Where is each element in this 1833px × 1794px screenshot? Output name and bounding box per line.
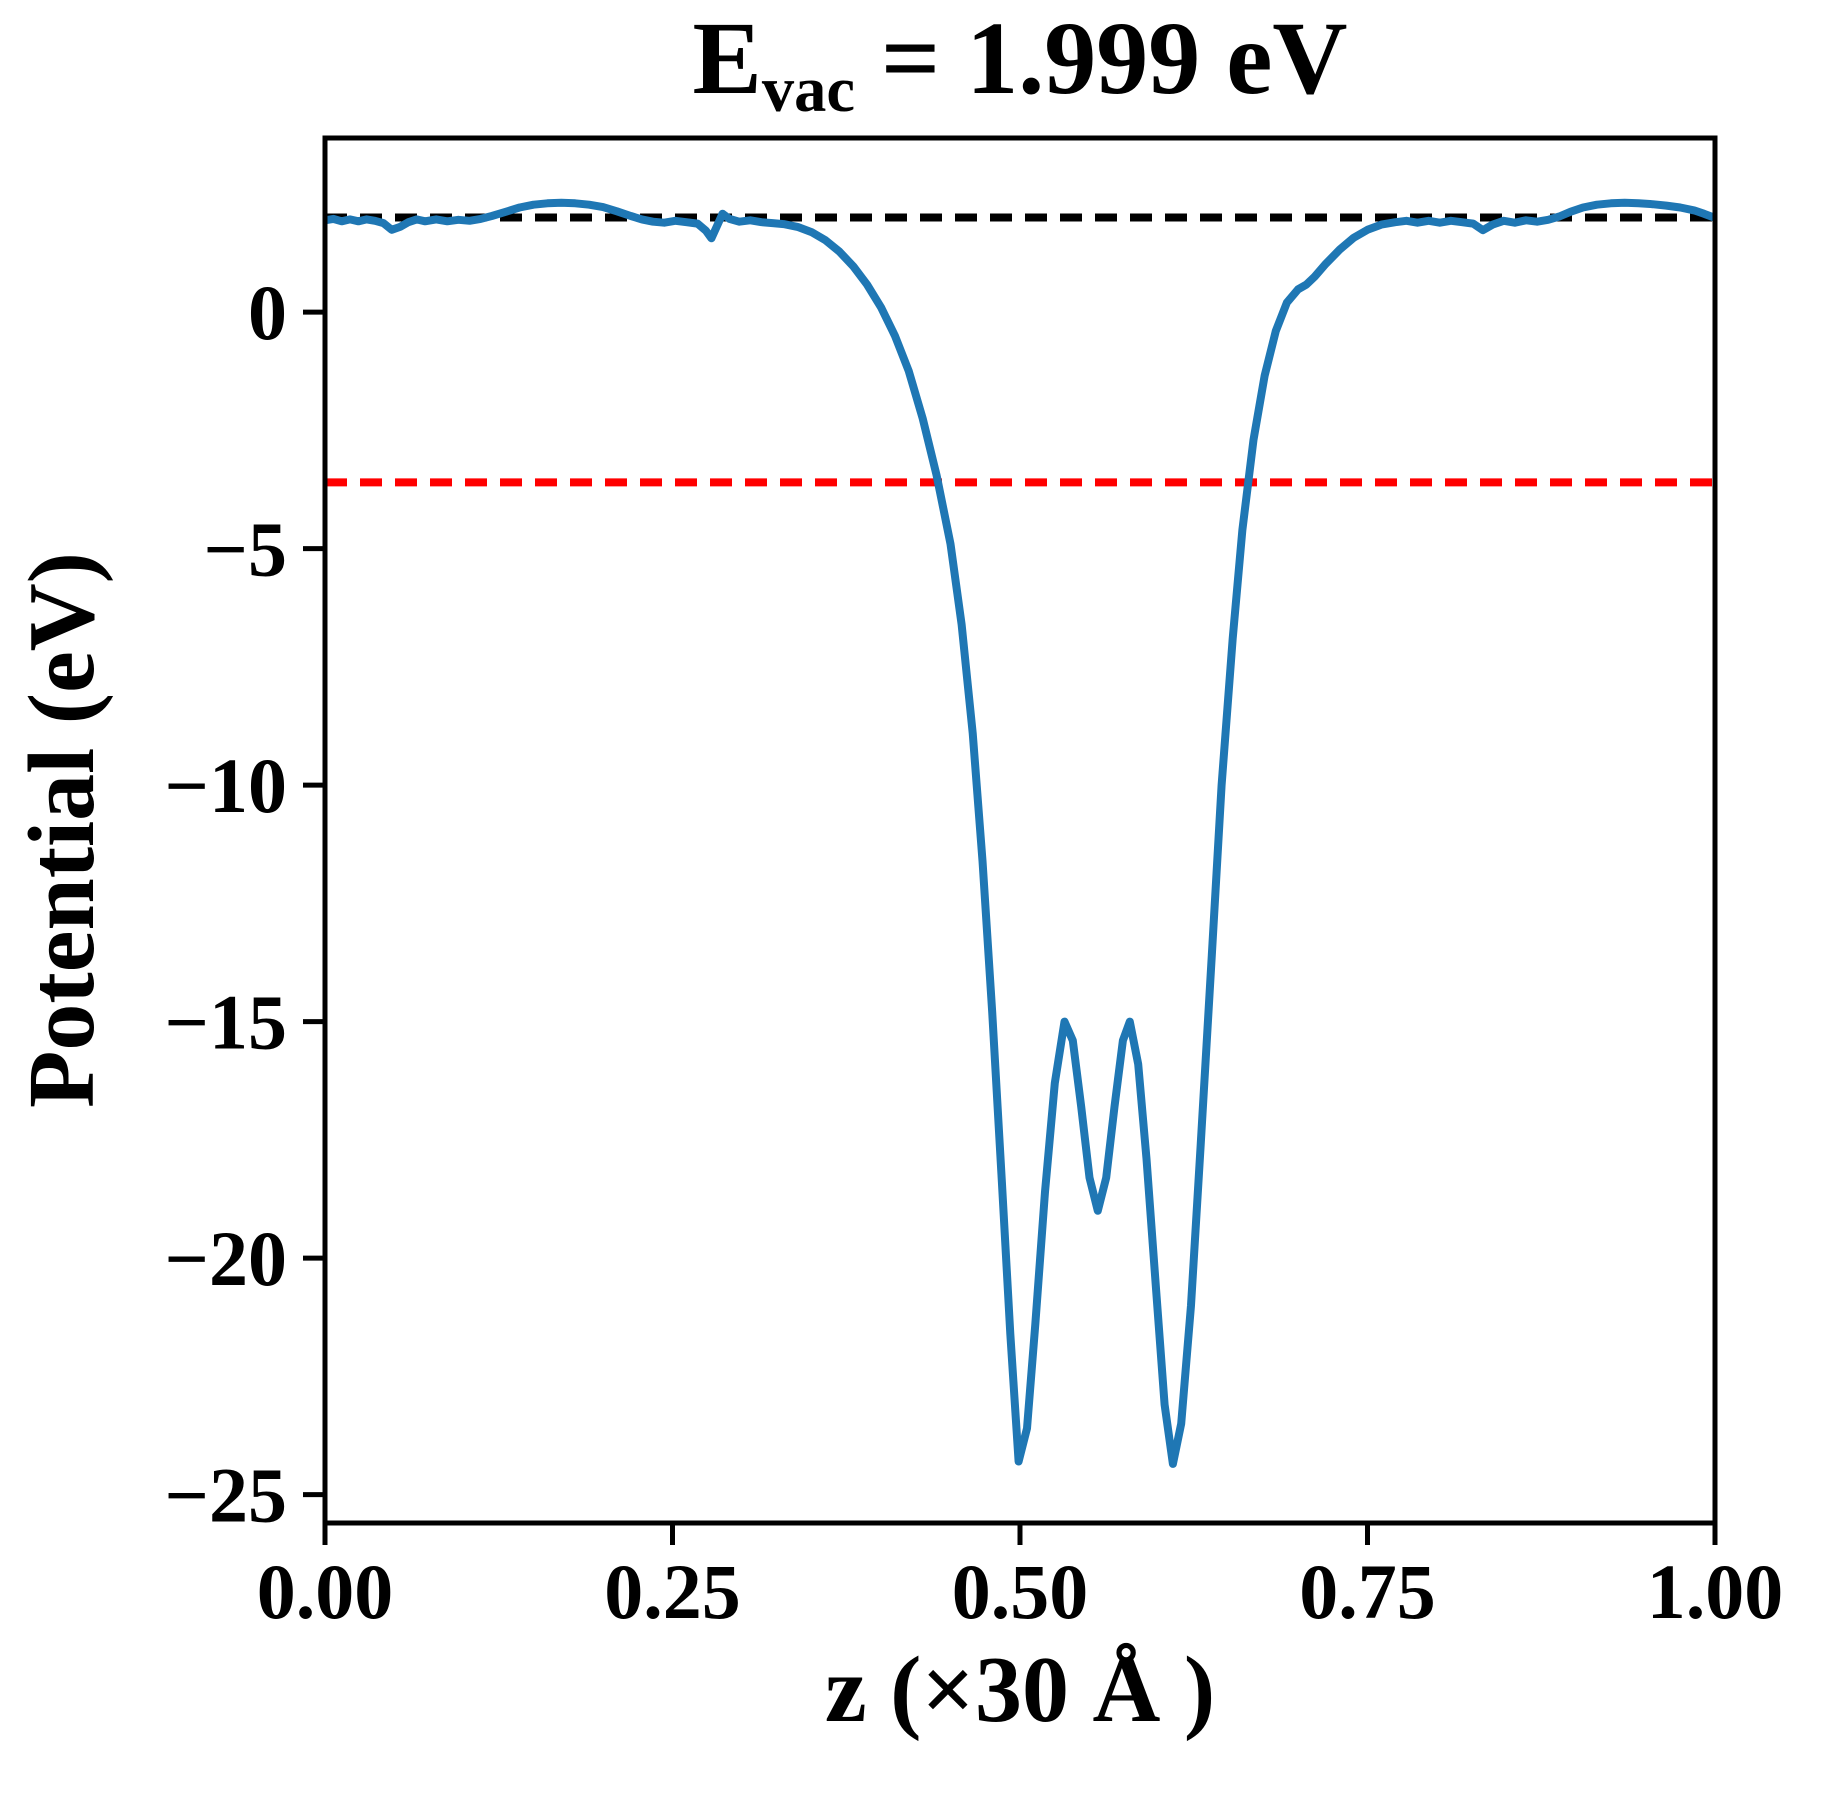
y-tick-label: −5 — [204, 506, 287, 593]
x-axis-label: z (×30 Å ) — [824, 1638, 1216, 1742]
x-tick-label: 0.25 — [604, 1548, 741, 1635]
x-tick-label: 0.50 — [952, 1548, 1089, 1635]
chart-title: Evac = 1.999 eV — [325, 1, 1715, 125]
y-tick-label: −10 — [165, 742, 287, 829]
axes-spines — [322, 135, 1718, 1526]
title-subscript: vac — [761, 54, 855, 126]
y-tick-label: −20 — [165, 1215, 287, 1302]
title-value: = 1.999 eV — [854, 1, 1348, 116]
planar-averaged-potential — [325, 198, 1715, 1468]
y-tick-label: −15 — [165, 979, 287, 1066]
title-symbol: E — [692, 1, 762, 116]
x-tick-label: 1.00 — [1647, 1548, 1784, 1635]
x-tick-label: 0.00 — [257, 1548, 394, 1635]
y-tick-label: 0 — [248, 269, 287, 356]
y-tick-label: −25 — [165, 1452, 287, 1539]
x-tick-label: 0.75 — [1299, 1548, 1436, 1635]
